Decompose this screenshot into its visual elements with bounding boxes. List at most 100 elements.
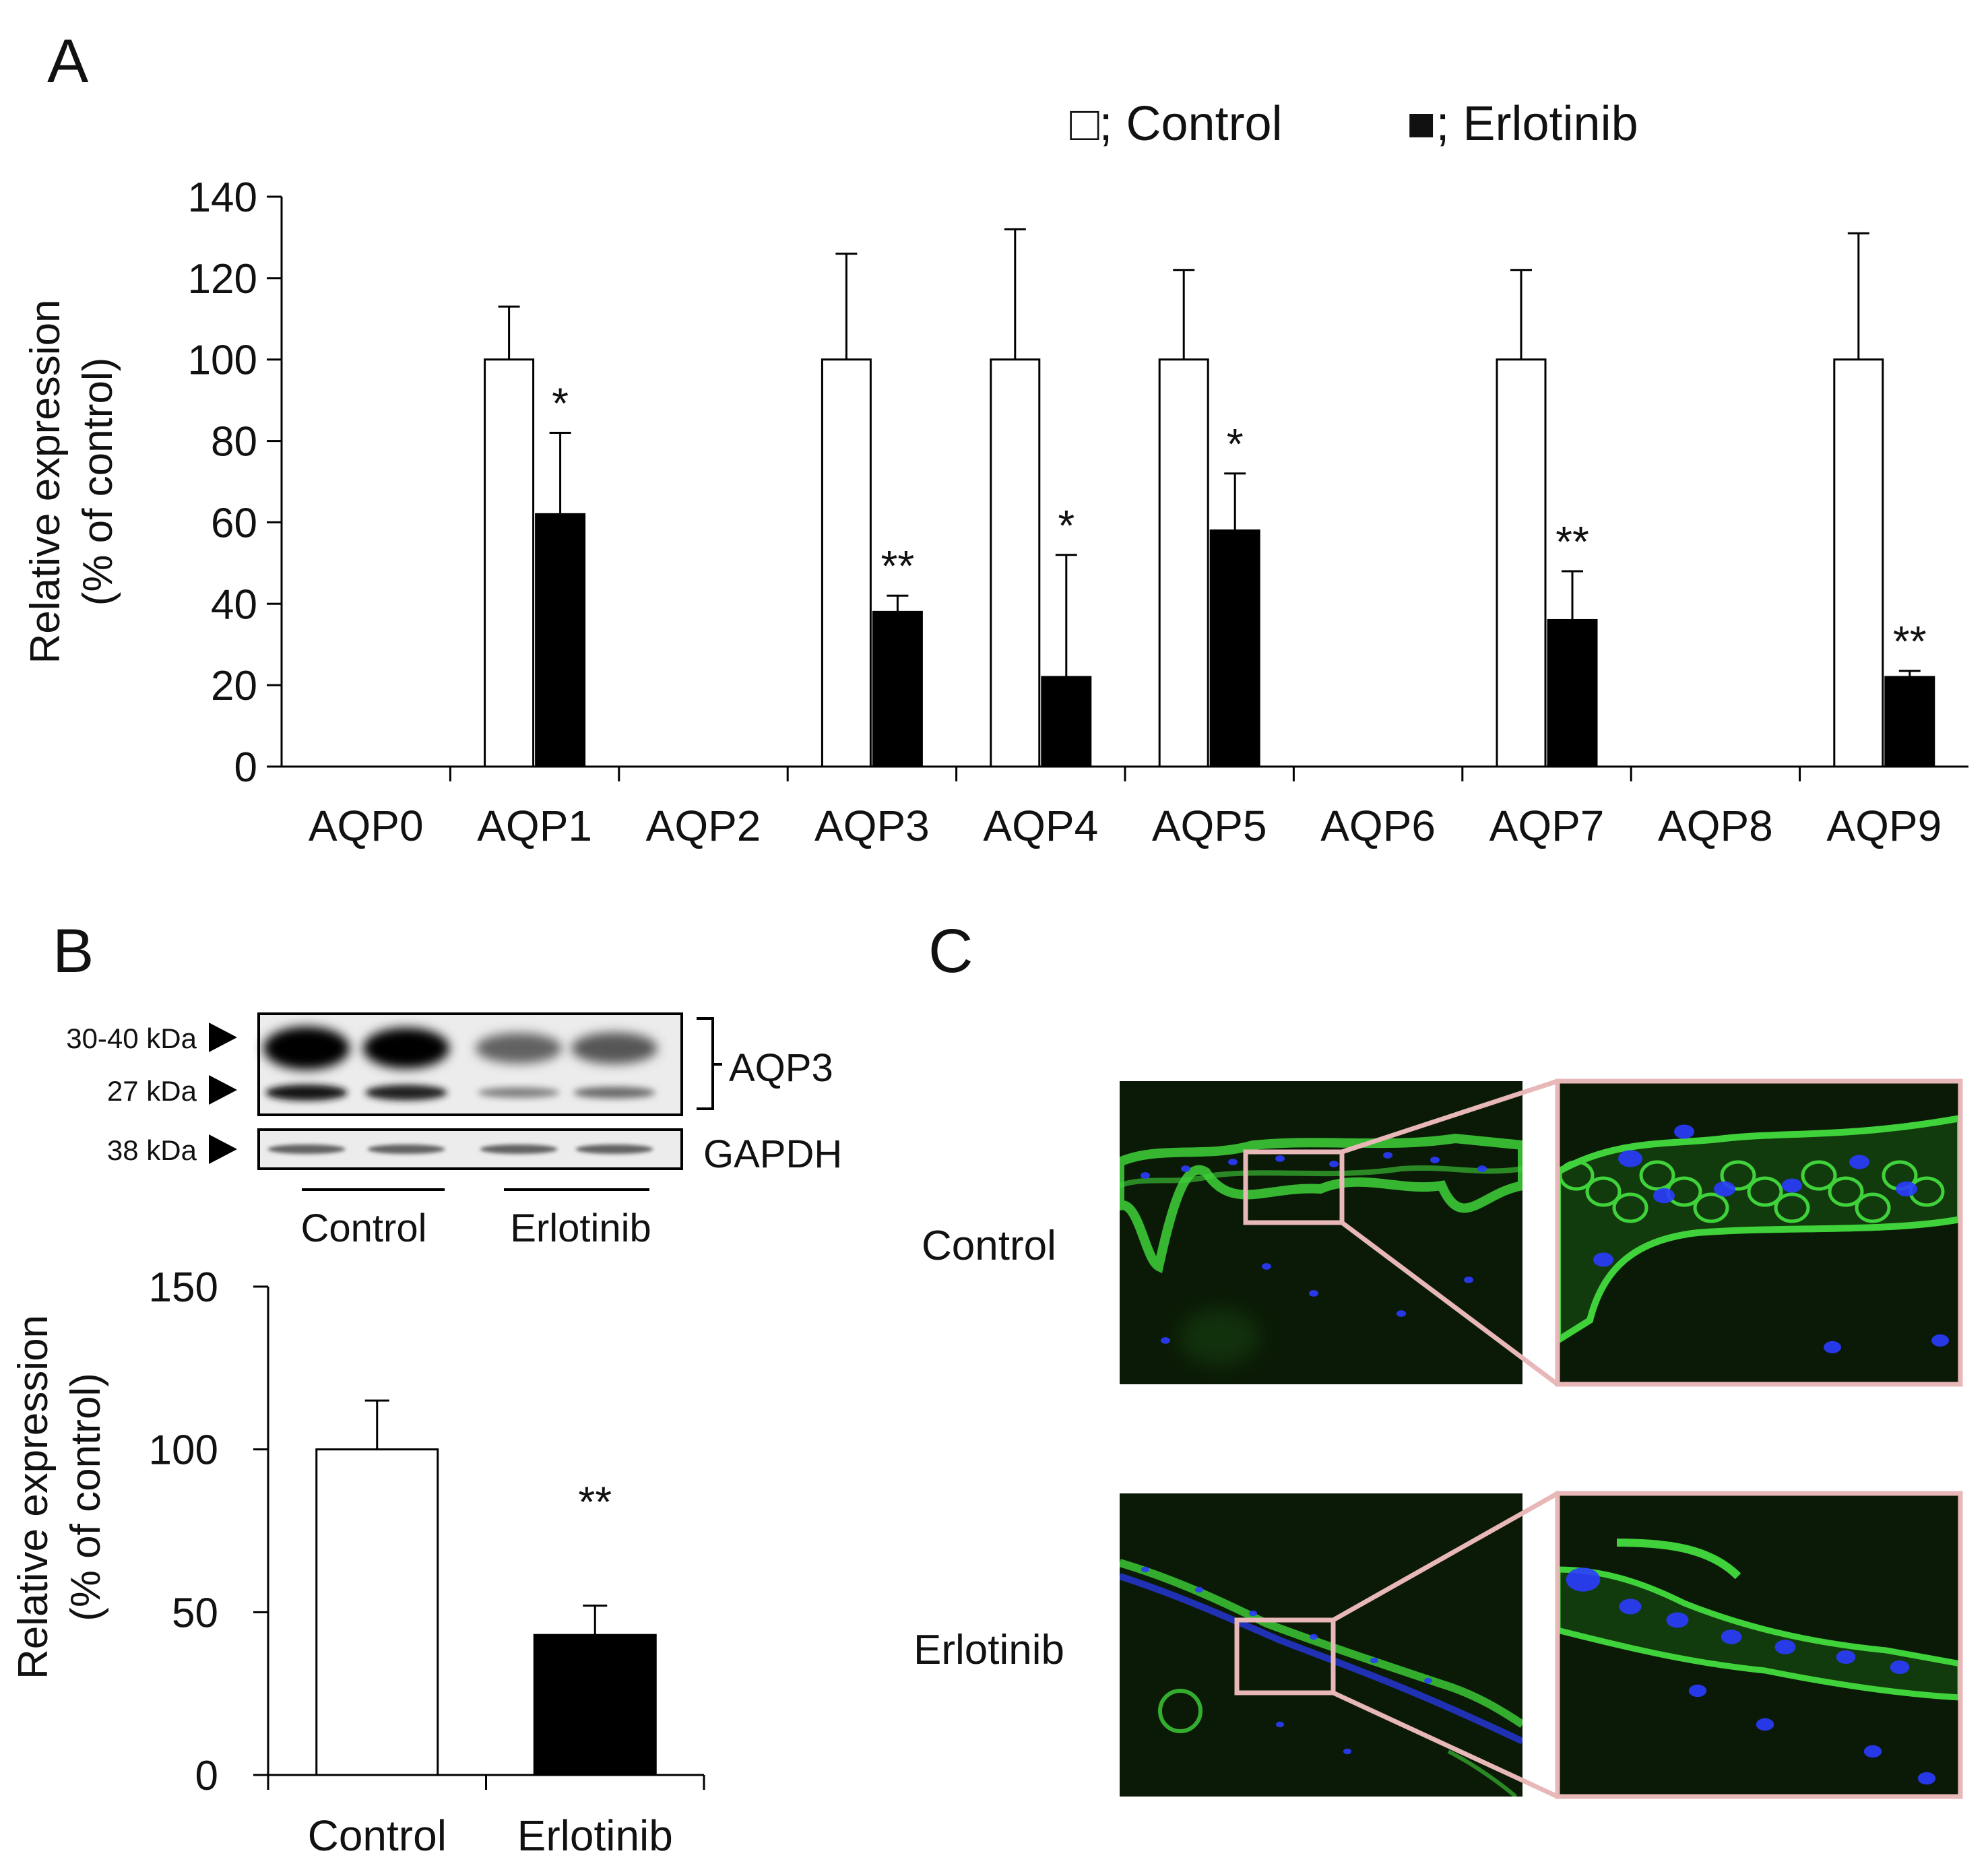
blot-band <box>573 1087 655 1099</box>
nucleus <box>1161 1337 1170 1344</box>
y-tick-label: 80 <box>211 419 257 465</box>
bar-control <box>821 358 872 768</box>
nucleus <box>1890 1660 1910 1675</box>
epidermis-layer <box>1120 1165 1522 1188</box>
nucleus <box>1195 1586 1203 1593</box>
cell-membrane <box>1693 1192 1729 1223</box>
marker-arrow-icon <box>209 1134 237 1164</box>
nuclei-layer <box>1120 1573 1522 1745</box>
micrograph-erlotinib-overview <box>1120 1493 1522 1797</box>
x-tick-label: AQP0 <box>309 802 424 850</box>
cell-membrane <box>1747 1176 1783 1207</box>
nucleus <box>1674 1124 1694 1139</box>
y-tick-label: 100 <box>188 337 257 384</box>
nucleus <box>1181 1165 1190 1172</box>
y-axis-label-line: (% of control) <box>63 1373 109 1621</box>
micrograph-row-label-control: Control <box>922 1223 1056 1269</box>
gland <box>1447 1749 1517 1797</box>
y-tick-label: 50 <box>172 1590 218 1636</box>
bar-erlotinib <box>535 513 586 768</box>
panel-letter-a: A <box>47 27 89 96</box>
nucleus <box>1931 1334 1949 1347</box>
nucleus <box>1688 1684 1707 1698</box>
nucleus <box>1276 1721 1284 1728</box>
y-tick-label: 150 <box>149 1264 218 1311</box>
y-tick-label: 120 <box>188 256 257 302</box>
nucleus <box>1721 1629 1742 1644</box>
nucleus <box>1896 1181 1917 1197</box>
cell-membrane <box>1774 1192 1810 1223</box>
x-tick-label: AQP5 <box>1152 802 1267 850</box>
cell-membrane <box>1558 1160 1595 1191</box>
blot-band <box>263 1027 350 1070</box>
follicle <box>1158 1689 1203 1733</box>
nucleus <box>1774 1640 1796 1654</box>
nucleus <box>1141 1566 1149 1573</box>
significance-label: ** <box>1556 517 1589 566</box>
cell-membrane <box>1720 1160 1756 1191</box>
blot-band <box>265 1085 348 1101</box>
significance-label: * <box>1058 501 1075 550</box>
y-axis-label: Relative expression (% of control) <box>22 299 121 664</box>
western-blot: 30-40 kDa 27 kDa 38 kDa AQP3 GAPDH Control Erl… <box>66 1012 842 1250</box>
y-axis-label-line: Relative expression <box>22 299 69 664</box>
nucleus <box>1262 1263 1271 1270</box>
bar-control <box>990 358 1041 768</box>
bar-erlotinib <box>1884 676 1935 768</box>
epidermis-layer <box>1120 1133 1522 1274</box>
blot-band <box>267 1144 346 1154</box>
nucleus <box>1566 1568 1601 1592</box>
protein-label-aqp3: AQP3 <box>729 1046 833 1090</box>
bar-erlotinib <box>1547 618 1598 768</box>
x-tick-label: AQP2 <box>646 802 761 850</box>
nucleus <box>1397 1310 1406 1317</box>
aqp3-bracket <box>697 1017 722 1110</box>
bar-erlotinib <box>533 1634 657 1776</box>
bar-erlotinib <box>1041 676 1092 768</box>
nucleus <box>1430 1157 1440 1163</box>
cell-membrane <box>1612 1192 1648 1223</box>
cell-membrane <box>1585 1176 1622 1207</box>
nucleus <box>1714 1181 1735 1197</box>
micrograph-erlotinib-zoom <box>1558 1493 1960 1797</box>
nucleus <box>1849 1155 1869 1169</box>
nucleus <box>1593 1252 1613 1267</box>
significance-label: * <box>1227 420 1244 468</box>
panel-b-chart: 0 50 100 150 Control ** Erlotinib Relative expr… <box>10 1264 705 1860</box>
nucleus <box>1618 1150 1642 1167</box>
marker-label: 38 kDa <box>107 1134 197 1166</box>
nucleus <box>1782 1178 1802 1193</box>
marker-label: 30-40 kDa <box>66 1023 197 1054</box>
micrograph-control-zoom <box>1558 1081 1960 1384</box>
blot-band <box>478 1087 560 1098</box>
y-axis-label-line: (% of control) <box>75 358 121 606</box>
legend-control: □; Control <box>1070 97 1283 151</box>
nucleus <box>1329 1161 1339 1167</box>
nucleus <box>1383 1152 1392 1159</box>
significance-label: ** <box>578 1478 612 1526</box>
blot-band <box>365 1085 447 1101</box>
nucleus <box>1309 1290 1318 1297</box>
bar-erlotinib <box>1209 529 1260 768</box>
nucleus <box>1228 1159 1238 1165</box>
bar-control <box>484 358 535 768</box>
x-tick-label: Control <box>308 1811 447 1860</box>
micrographs: Control Erlotinib <box>913 1078 1963 1799</box>
y-tick-label: 40 <box>211 581 257 628</box>
nucleus <box>1275 1155 1285 1162</box>
cell-membrane <box>1828 1176 1864 1207</box>
cell-membrane <box>1639 1160 1675 1191</box>
nucleus <box>1756 1718 1774 1731</box>
follicle <box>1179 1309 1260 1365</box>
stratum-corneum <box>1616 1539 1741 1580</box>
nucleus <box>1666 1612 1689 1628</box>
significance-label: * <box>552 379 569 427</box>
blot-band <box>571 1032 658 1064</box>
cell-membrane <box>1801 1160 1837 1191</box>
x-tick-label: AQP1 <box>477 802 592 850</box>
marker-label: 27 kDa <box>107 1075 197 1107</box>
x-tick-label: AQP9 <box>1826 802 1942 850</box>
nucleus <box>1249 1610 1257 1617</box>
